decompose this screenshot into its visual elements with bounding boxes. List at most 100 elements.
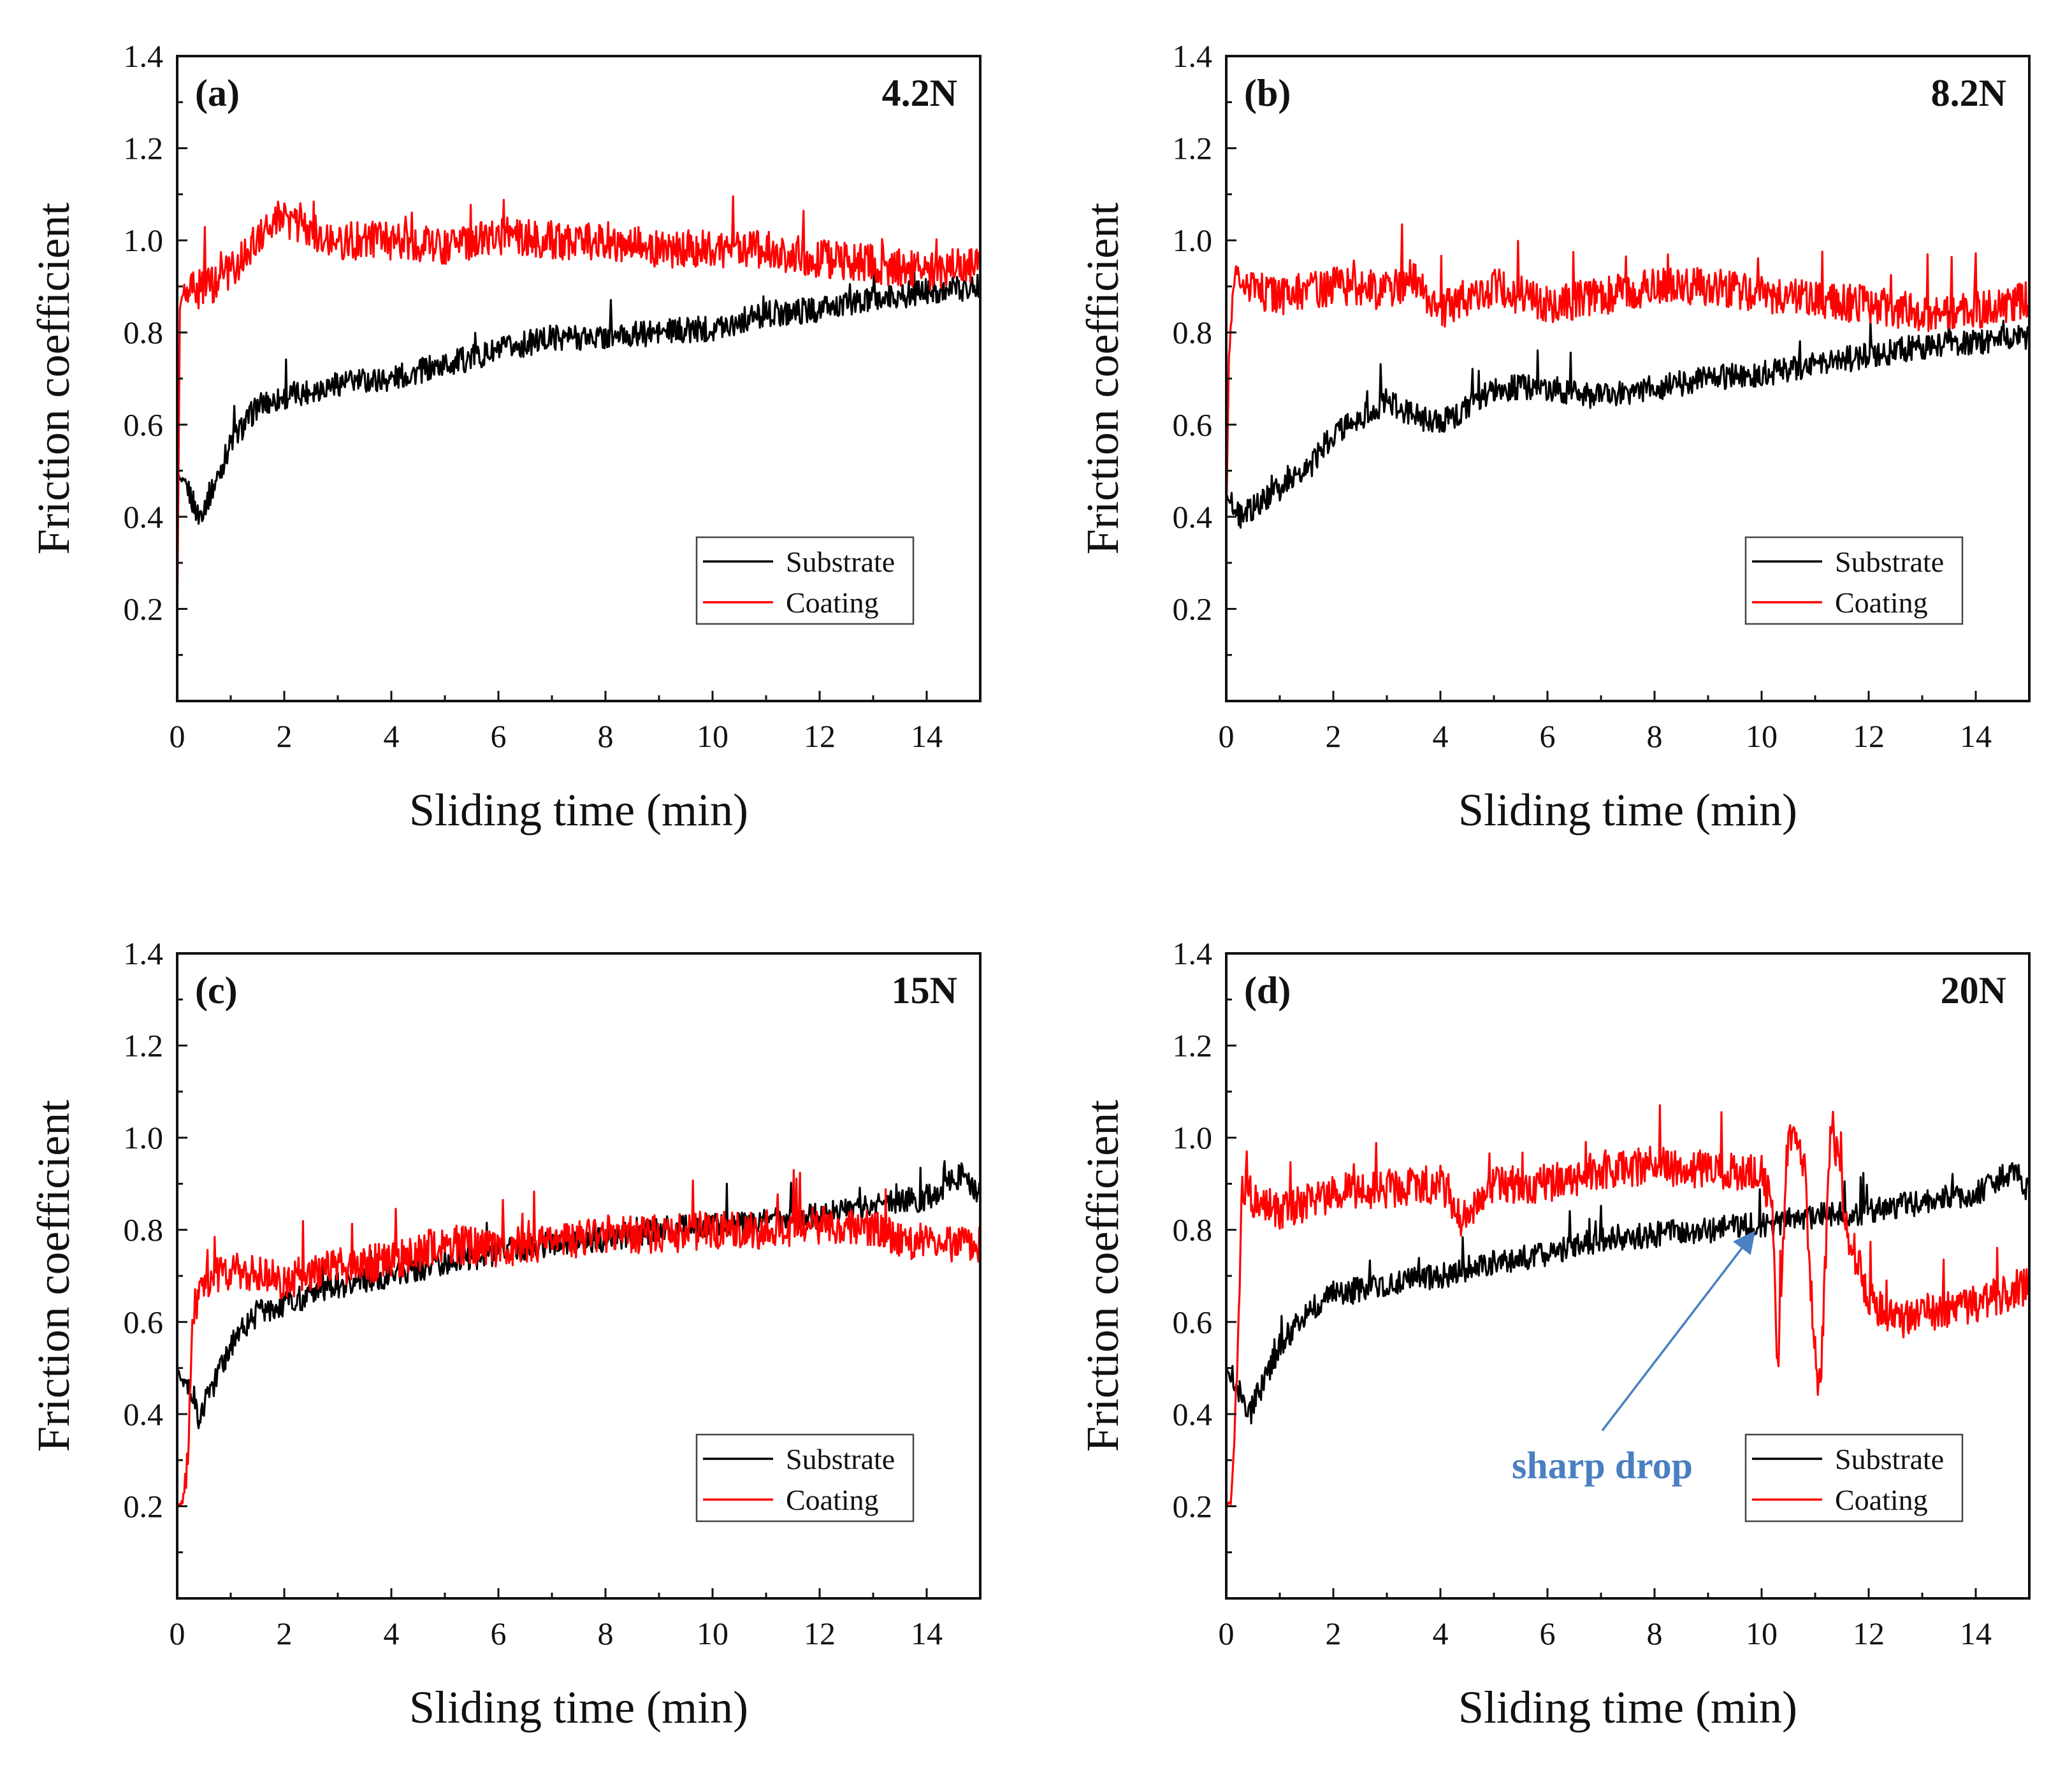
legend: Substrate Coating <box>695 536 915 625</box>
y-tick-label: 0.4 <box>124 1396 164 1432</box>
panel-c: 0 2 4 6 8 10 12 14 0.2 0.4 0.6 0.8 1.0 1.2 1.4 Sliding … <box>28 936 982 1733</box>
legend-label-substrate: Substrate <box>786 546 895 578</box>
y-axis-title: Friction coefficient <box>28 203 79 554</box>
y-tick-label: 0.4 <box>1173 499 1213 535</box>
series-substrate-line <box>1226 310 2029 529</box>
x-tick-label: 2 <box>1326 1616 1342 1651</box>
y-tick-label: 0.8 <box>1173 315 1213 351</box>
load-label: 4.2N <box>882 72 957 114</box>
x-tick-label: 4 <box>1433 1616 1449 1651</box>
panel-label: (b) <box>1244 72 1291 114</box>
panel-a: 0 2 4 6 8 10 12 14 0.2 0.4 0.6 0.8 1.0 1.2 1.4 Sliding … <box>28 38 982 836</box>
series-coating-line <box>1226 1104 2029 1507</box>
y-tick-label: 1.4 <box>1173 38 1213 74</box>
x-tick-label: 8 <box>598 718 614 754</box>
series-coating-line <box>177 1169 980 1508</box>
x-tick-label: 10 <box>1746 1616 1778 1651</box>
panel-d: 0 2 4 6 8 10 12 14 0.2 0.4 0.6 0.8 1.0 1.2 1.4 Sliding … <box>1077 936 2031 1733</box>
x-tick-label: 2 <box>277 1616 293 1651</box>
x-tick-label: 8 <box>598 1616 614 1651</box>
load-label: 8.2N <box>1931 72 2006 114</box>
x-tick-label: 12 <box>1853 1616 1885 1651</box>
x-tick-label: 6 <box>491 718 507 754</box>
y-tick-label: 0.6 <box>124 407 164 442</box>
load-label: 20N <box>1941 969 2006 1011</box>
y-tick-label: 1.0 <box>1173 222 1213 258</box>
y-tick-label: 1.4 <box>1173 936 1213 971</box>
legend-label-substrate: Substrate <box>1835 1443 1944 1475</box>
y-tick-label: 1.4 <box>124 936 164 971</box>
load-label: 15N <box>892 969 957 1011</box>
legend-label-coating: Coating <box>786 586 879 619</box>
x-tick-label: 10 <box>697 718 728 754</box>
x-tick-label: 6 <box>491 1616 507 1651</box>
legend-box <box>695 1433 915 1523</box>
legend-box <box>1744 1433 1964 1523</box>
legend: Substrate Coating <box>1744 536 1964 625</box>
y-tick-label: 0.6 <box>124 1304 164 1340</box>
legend: Substrate Coating <box>695 1433 915 1523</box>
x-tick-label: 0 <box>1219 718 1235 754</box>
x-tick-label: 0 <box>1219 1616 1235 1651</box>
x-tick-label: 4 <box>384 1616 400 1651</box>
series-substrate-line <box>177 262 980 525</box>
x-axis-title: Sliding time (min) <box>1458 785 1797 836</box>
legend-label-coating: Coating <box>1835 1484 1928 1516</box>
legend-label-coating: Coating <box>786 1484 879 1516</box>
y-tick-label: 1.2 <box>1173 131 1213 166</box>
y-tick-label: 1.2 <box>1173 1028 1213 1064</box>
x-tick-label: 2 <box>277 718 293 754</box>
y-tick-label: 1.0 <box>1173 1120 1213 1155</box>
x-tick-label: 14 <box>911 718 943 754</box>
x-axis-title: Sliding time (min) <box>409 785 748 836</box>
x-tick-label: 12 <box>804 718 836 754</box>
x-tick-label: 8 <box>1647 718 1663 754</box>
y-tick-label: 1.2 <box>124 131 164 166</box>
y-tick-label: 0.2 <box>1173 1488 1213 1524</box>
series-substrate-line <box>177 1160 980 1429</box>
y-tick-label: 0.6 <box>1173 1304 1213 1340</box>
x-axis-title: Sliding time (min) <box>409 1682 748 1733</box>
x-tick-label: 8 <box>1647 1616 1663 1651</box>
panel-label: (a) <box>195 72 240 114</box>
x-tick-label: 4 <box>1433 718 1449 754</box>
panel-b: 0 2 4 6 8 10 12 14 0.2 0.4 0.6 0.8 1.0 1.2 1.4 Sliding … <box>1077 38 2031 836</box>
legend-box <box>695 536 915 625</box>
legend-label-substrate: Substrate <box>1835 546 1944 578</box>
y-tick-label: 1.2 <box>124 1028 164 1064</box>
x-tick-label: 0 <box>170 718 185 754</box>
series-substrate-line <box>1226 1162 2029 1424</box>
y-tick-label: 0.2 <box>1173 591 1213 626</box>
x-tick-label: 10 <box>697 1616 728 1651</box>
annotation-label: sharp drop <box>1512 1445 1693 1487</box>
legend: Substrate Coating <box>1744 1433 1964 1523</box>
y-tick-label: 0.8 <box>124 315 164 351</box>
y-tick-label: 0.8 <box>1173 1212 1213 1248</box>
x-tick-label: 14 <box>1960 1616 1992 1651</box>
y-tick-label: 0.6 <box>1173 407 1213 442</box>
y-tick-label: 0.2 <box>124 591 164 626</box>
series-coating-line <box>177 195 980 632</box>
x-tick-label: 10 <box>1746 718 1778 754</box>
y-tick-label: 0.4 <box>1173 1396 1213 1432</box>
y-tick-label: 1.0 <box>124 1120 164 1155</box>
y-axis-title: Friction coefficient <box>1077 1100 1128 1452</box>
series-coating-line <box>1226 223 2029 526</box>
x-tick-label: 2 <box>1326 718 1342 754</box>
panel-label: (c) <box>195 969 238 1011</box>
x-tick-label: 14 <box>911 1616 943 1651</box>
y-tick-label: 0.4 <box>124 499 164 535</box>
x-tick-label: 12 <box>1853 718 1885 754</box>
x-tick-label: 14 <box>1960 718 1992 754</box>
panel-label: (d) <box>1244 969 1291 1011</box>
annotation-arrow <box>1601 1230 1756 1431</box>
legend-label-coating: Coating <box>1835 586 1928 619</box>
legend-label-substrate: Substrate <box>786 1443 895 1475</box>
y-tick-label: 1.0 <box>124 222 164 258</box>
y-tick-label: 1.4 <box>124 38 164 74</box>
x-tick-label: 6 <box>1540 718 1556 754</box>
x-tick-label: 12 <box>804 1616 836 1651</box>
legend-box <box>1744 536 1964 625</box>
x-tick-label: 4 <box>384 718 400 754</box>
